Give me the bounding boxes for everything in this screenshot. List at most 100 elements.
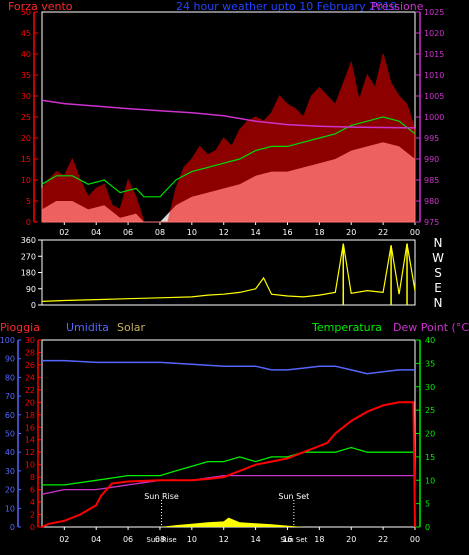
x-tick-label: 06 <box>123 228 133 237</box>
x-tick-label: 08 <box>155 228 165 237</box>
right-tick-label: 975 <box>424 218 439 227</box>
humidity-tick-label: 20 <box>5 486 15 495</box>
x-tick-label: 18 <box>314 535 324 544</box>
right-tick-label: 1025 <box>424 8 444 17</box>
wind-direction-line <box>41 243 416 302</box>
x-tick-label: 04 <box>91 228 101 237</box>
x-tick-label: 12 <box>219 228 229 237</box>
humidity-tick-label: 10 <box>5 504 15 513</box>
temp-tick-label: 10 <box>425 476 435 485</box>
rain-tick-label: 2 <box>30 511 35 520</box>
left-tick-label: 30 <box>21 92 31 101</box>
humidity-tick-label: 60 <box>5 411 15 420</box>
x-tick-label: 12 <box>219 535 229 544</box>
x-tick-label: 20 <box>346 228 356 237</box>
humidity-axis-title: Umidita <box>66 321 109 334</box>
right-axis-title-top: Pressione <box>371 0 424 13</box>
humidity-tick-label: 90 <box>5 355 15 364</box>
temp-tick-label: 15 <box>425 453 435 462</box>
humidity-tick-label: 100 <box>0 336 15 345</box>
left-tick-label: 5 <box>26 197 31 206</box>
temp-tick-label: 35 <box>425 359 435 368</box>
compass-label: N <box>434 296 443 310</box>
temp-tick-label: 25 <box>425 406 435 415</box>
right-tick-label: 1020 <box>424 29 444 38</box>
dewpoint-axis-title: Dew Point (°C) <box>393 321 469 334</box>
humidity-line <box>42 359 415 375</box>
rain-tick-label: 12 <box>25 448 35 457</box>
x-tick-label: 16 <box>282 228 292 237</box>
right-tick-label: 985 <box>424 176 439 185</box>
x-tick-label: 02 <box>59 228 69 237</box>
rain-tick-label: 30 <box>25 336 35 345</box>
right-tick-label: 995 <box>424 134 439 143</box>
solar-area <box>42 517 415 527</box>
temp-tick-label: 20 <box>425 430 435 439</box>
x-tick-label: 08 <box>155 535 165 544</box>
x-tick-label: 10 <box>187 535 197 544</box>
humidity-tick-label: 40 <box>5 448 15 457</box>
left-tick-label: 15 <box>21 155 31 164</box>
temperature-line <box>42 446 415 486</box>
rain-tick-label: 28 <box>25 348 35 357</box>
rain-tick-label: 20 <box>25 398 35 407</box>
rain-tick-label: 22 <box>25 386 35 395</box>
humidity-tick-label: 30 <box>5 467 15 476</box>
x-tick-label: 04 <box>91 535 101 544</box>
humidity-tick-label: 80 <box>5 373 15 382</box>
x-tick-label: 10 <box>187 228 197 237</box>
rain-tick-label: 24 <box>25 373 35 382</box>
right-tick-label: 990 <box>424 155 439 164</box>
left-tick-label: 45 <box>21 29 31 38</box>
rain-tick-label: 26 <box>25 361 35 370</box>
x-tick-label: 00 <box>410 228 420 237</box>
humidity-tick-label: 50 <box>5 430 15 439</box>
temp-tick-label: 40 <box>425 336 435 345</box>
direction-tick-label: 0 <box>31 301 36 310</box>
direction-tick-label: 360 <box>21 236 36 245</box>
rain-tick-label: 8 <box>30 473 35 482</box>
temp-humidity-rain-panel: 0102030405060708090100024681012141618202… <box>0 336 435 544</box>
wind-pressure-panel: 0510152025303540455097598098599099510001… <box>21 8 445 237</box>
chart-title: 24 hour weather upto 10 February 2019 <box>176 0 397 13</box>
x-tick-label: 02 <box>59 535 69 544</box>
temp-tick-label: 5 <box>425 500 430 509</box>
right-tick-label: 1005 <box>424 92 444 101</box>
right-tick-label: 1015 <box>424 50 444 59</box>
x-tick-label: 00 <box>410 535 420 544</box>
rain-tick-label: 16 <box>25 423 35 432</box>
wind-speed-area <box>41 53 416 223</box>
direction-tick-label: 90 <box>26 285 36 294</box>
x-tick-label: 06 <box>123 535 133 544</box>
compass-label: W <box>432 251 444 265</box>
sunset-label: Sun Set <box>278 492 309 501</box>
dewpoint-line <box>41 474 415 495</box>
sunrise-axis-label: Sun Rise <box>146 536 176 544</box>
x-tick-label: 18 <box>314 228 324 237</box>
right-tick-label: 980 <box>424 197 439 206</box>
compass-label: E <box>434 281 442 295</box>
rain-tick-label: 4 <box>30 498 35 507</box>
x-tick-label: 14 <box>251 228 261 237</box>
humidity-tick-label: 70 <box>5 392 15 401</box>
rain-tick-label: 6 <box>30 486 35 495</box>
rain-tick-label: 14 <box>25 436 35 445</box>
humidity-tick-label: 0 <box>10 523 15 532</box>
rain-axis-title: Pioggia <box>0 321 40 334</box>
compass-label: N <box>434 236 443 250</box>
temp-tick-label: 0 <box>425 523 430 532</box>
left-tick-label: 40 <box>21 50 31 59</box>
left-tick-label: 50 <box>21 8 31 17</box>
rain-tick-label: 10 <box>25 461 35 470</box>
left-axis-title-top: Forza vento <box>8 0 73 13</box>
compass-label: S <box>434 266 442 280</box>
solar-label: Solar <box>117 321 146 334</box>
left-tick-label: 0 <box>26 218 31 227</box>
temperature-label: Temperatura <box>311 321 382 334</box>
rain-line <box>41 401 416 528</box>
temp-tick-label: 30 <box>425 383 435 392</box>
right-tick-label: 1000 <box>424 113 444 122</box>
